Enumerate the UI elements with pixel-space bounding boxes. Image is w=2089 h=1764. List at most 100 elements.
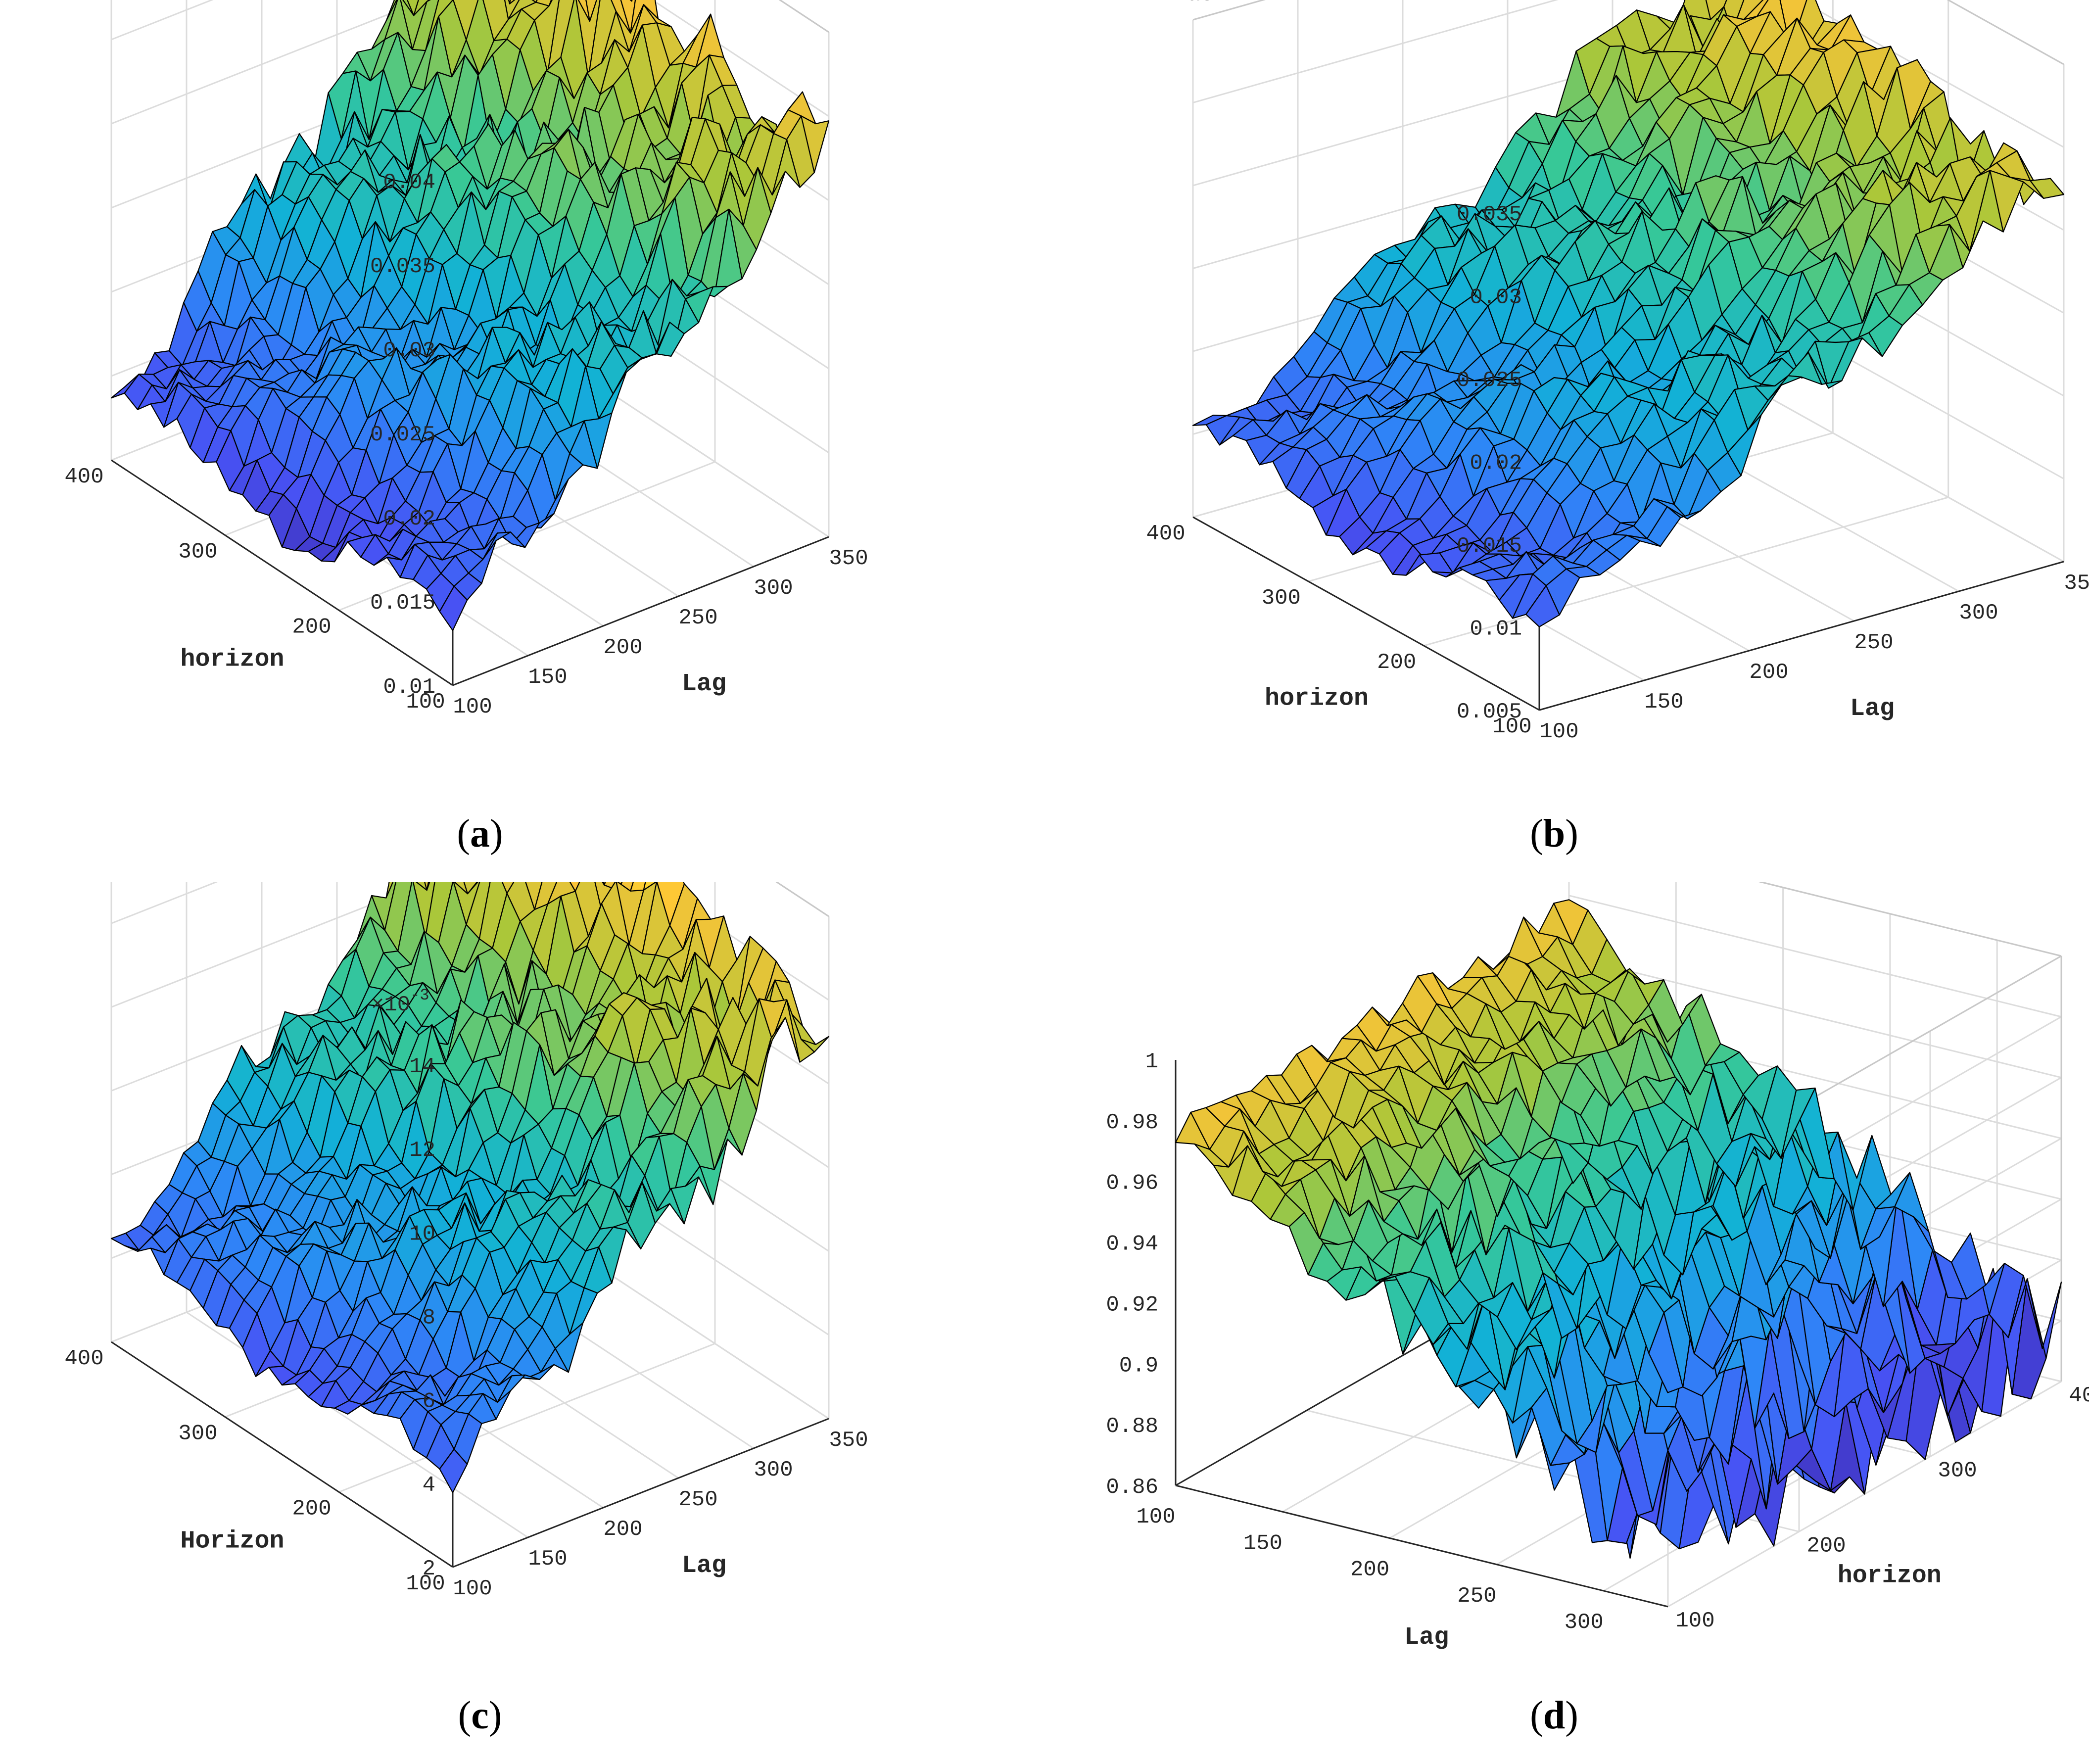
- y-axis-line: [111, 1341, 453, 1568]
- y-tick-label: 400: [2069, 1383, 2089, 1408]
- surface-cell: [1553, 899, 1589, 945]
- surface-cell: [439, 1448, 468, 1493]
- y-tick-label: 100: [1675, 1609, 1714, 1633]
- y-axis-title: horizon: [1265, 685, 1369, 713]
- z-tick-label: 0.015: [370, 591, 435, 616]
- x-tick-label: 300: [1959, 601, 1998, 625]
- y-axis-title: horizon: [180, 645, 284, 673]
- z-tick-label: 0.92: [1106, 1292, 1158, 1317]
- surface: [110, 0, 830, 631]
- z-tick-label: 0.03: [383, 338, 435, 363]
- surface-cell: [439, 585, 468, 631]
- surface-cell: [1462, 956, 1498, 978]
- z-tick-label: 0.04: [383, 170, 435, 195]
- y-axis-line: [1192, 516, 1540, 711]
- z-tick-label: 0.94: [1106, 1232, 1158, 1257]
- x-tick-label: 100: [1539, 719, 1578, 744]
- x-tick-label: 200: [603, 635, 642, 660]
- y-tick-label: 300: [1938, 1459, 1977, 1483]
- surface: [110, 731, 830, 1493]
- z-tick-label: 0.03: [1470, 286, 1522, 310]
- y-tick-label: 100: [1492, 715, 1531, 739]
- z-tick-label: 0.01: [1470, 617, 1522, 642]
- y-tick-label: 400: [64, 465, 103, 489]
- z-tick-label: 10: [409, 1222, 435, 1246]
- y-axis-title: Horizon: [180, 1527, 284, 1555]
- caption-b: (b): [1530, 812, 1578, 856]
- y-axis-line: [111, 459, 453, 686]
- x-tick-label: 300: [754, 1458, 793, 1482]
- y-tick-label: 300: [178, 1422, 217, 1446]
- x-tick-label: 200: [1749, 660, 1788, 685]
- x-tick-label: 200: [603, 1517, 642, 1542]
- x-axis-line: [452, 1418, 829, 1568]
- z-tick-label: 0.025: [370, 423, 435, 447]
- caption-d: (d): [1530, 1694, 1578, 1737]
- x-tick-label: 250: [678, 1487, 717, 1512]
- x-tick-label: 250: [1854, 630, 1893, 655]
- x-tick-label: 250: [1457, 1584, 1496, 1609]
- y-tick-label: 400: [1146, 522, 1185, 546]
- y-tick-label: 300: [1262, 586, 1301, 611]
- x-tick-label: 150: [528, 1547, 567, 1572]
- caption-a: (a): [457, 812, 503, 856]
- x-tick-label: 300: [754, 576, 793, 601]
- surface-chart-mae: 0.005 0.01 0.015 0.02 0.025 0.03 0.035 100 150 20…: [1146, 0, 2089, 744]
- y-tick-label: 200: [1377, 650, 1416, 675]
- y-tick-label: 200: [1806, 1533, 1846, 1558]
- surface-cell: [406, 0, 419, 16]
- surface: [1175, 899, 2062, 1559]
- y-tick-label: 400: [64, 1346, 103, 1371]
- x-axis-line: [1539, 561, 2064, 711]
- z-multiplier: ×10-3: [371, 986, 429, 1017]
- x-tick-label: 200: [1350, 1558, 1389, 1582]
- z-tick-label: 0.96: [1106, 1171, 1158, 1196]
- z-tick-label: 0.035: [1457, 202, 1522, 227]
- x-tick-label: 150: [1644, 690, 1683, 715]
- surface-chart-smape: 2 4 6 8 10 12 14 100 150 200 250 300 350 100 200 300 400…: [64, 690, 868, 1601]
- x-tick-label: 100: [1136, 1505, 1175, 1529]
- y-tick-label: 300: [178, 540, 217, 565]
- surface-cell: [1525, 585, 1560, 627]
- z-tick-label: 0.9: [1119, 1353, 1158, 1378]
- z-tick-label: 0.86: [1106, 1475, 1158, 1500]
- y-axis-title: horizon: [1838, 1562, 1942, 1590]
- x-tick-label: 300: [1565, 1610, 1604, 1635]
- z-tick-label: 0.98: [1106, 1110, 1158, 1135]
- x-tick-label: 150: [528, 665, 567, 690]
- x-tick-label: 100: [453, 1576, 492, 1601]
- z-tick-label: 0.01: [383, 675, 435, 700]
- z-tick-label: 0.02: [1470, 451, 1522, 476]
- y-tick-label: 200: [292, 615, 331, 639]
- x-axis-title: Lag: [682, 670, 726, 698]
- z-tick-label: 8: [423, 1306, 435, 1331]
- surface: [1192, 0, 2065, 627]
- caption-c: (c): [458, 1694, 502, 1737]
- x-axis-title: Lag: [682, 1552, 726, 1580]
- x-tick-label: 350: [2064, 571, 2089, 596]
- z-tick-label: 0.02: [383, 507, 435, 531]
- z-tick-label: 4: [423, 1473, 435, 1498]
- surface-chart-r: 0.86 0.88 0.9 0.92 0.94 0.96 0.98 1 100 150 200 250…: [1106, 797, 2089, 1652]
- z-tick-label: 0.015: [1457, 534, 1522, 559]
- panel-c: 2 4 6 8 10 12 14 100 150 200 250 300 350 100 200 300 400…: [0, 690, 1044, 1764]
- panel-a: 0.01 0.015 0.02 0.025 0.03 0.035 0.04 100 150 200…: [0, 0, 1044, 882]
- y-tick-label: 100: [406, 690, 445, 715]
- z-tick-label: 12: [409, 1138, 435, 1163]
- panel-d: 0.86 0.88 0.9 0.92 0.94 0.96 0.98 1 100 150 200 250…: [1044, 797, 2089, 1764]
- x-tick-label: 350: [829, 1428, 868, 1453]
- z-tick-label: 0.88: [1106, 1414, 1158, 1439]
- z-tick-label: 0.025: [1457, 368, 1522, 393]
- y-tick-label: 100: [406, 1572, 445, 1596]
- x-axis-title: Lag: [1404, 1623, 1449, 1652]
- x-tick-label: 250: [678, 606, 717, 630]
- x-axis-line: [452, 536, 829, 686]
- surface-chart-rmse: 0.01 0.015 0.02 0.025 0.03 0.035 0.04 100 150 200…: [64, 0, 868, 719]
- x-axis-title: Lag: [1850, 695, 1895, 723]
- x-tick-label: 150: [1243, 1531, 1282, 1556]
- z-tick-label: 1: [1145, 1049, 1158, 1074]
- panel-b: 0.005 0.01 0.015 0.02 0.025 0.03 0.035 100 150 20…: [1044, 0, 2089, 882]
- z-tick-label: 2: [423, 1557, 435, 1581]
- z-tick-label: 14: [409, 1054, 435, 1079]
